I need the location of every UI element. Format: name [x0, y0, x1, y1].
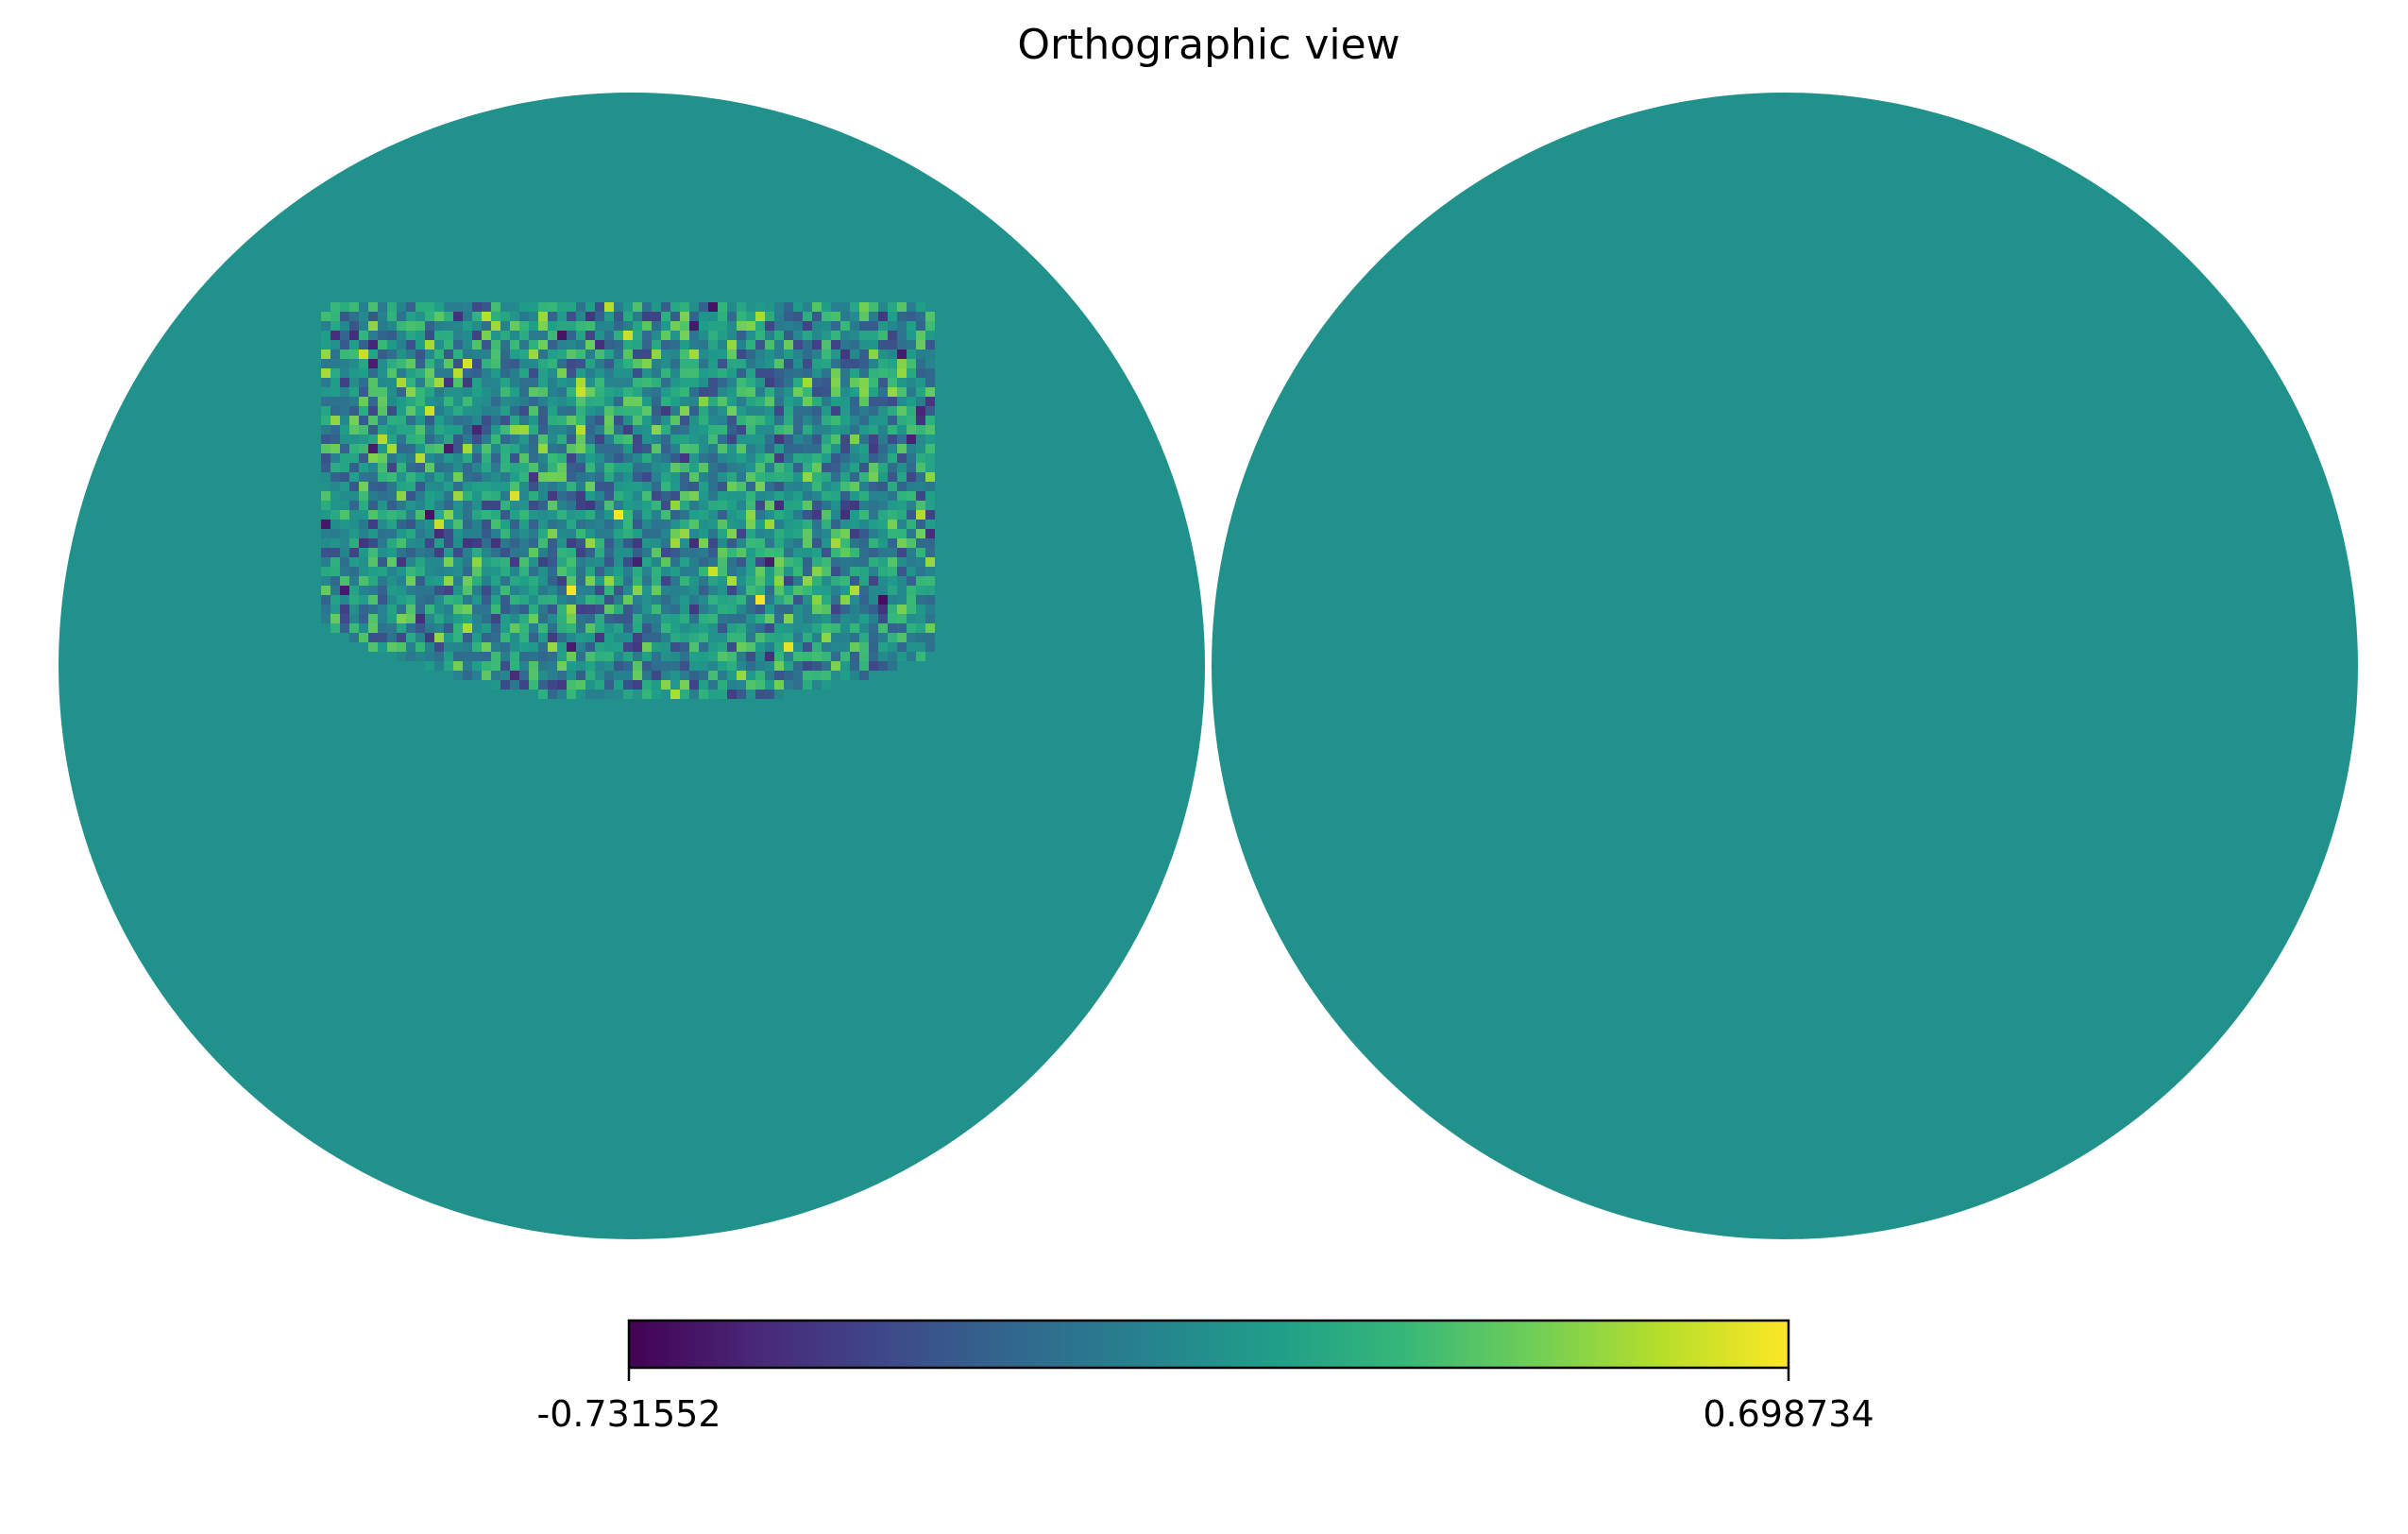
right-hemisphere [1212, 93, 2358, 1239]
colorbar-gradient [627, 1319, 1790, 1370]
right-hemisphere-disk [1212, 93, 2358, 1239]
observed-sky-patch [321, 302, 935, 699]
left-hemisphere [59, 93, 1205, 1239]
colorbar-max-label: 0.698734 [1703, 1393, 1874, 1435]
figure-title: Orthographic view [1017, 21, 1399, 69]
colorbar: -0.731552 0.698734 [536, 1319, 1874, 1435]
colorbar-min-label: -0.731552 [536, 1393, 721, 1435]
